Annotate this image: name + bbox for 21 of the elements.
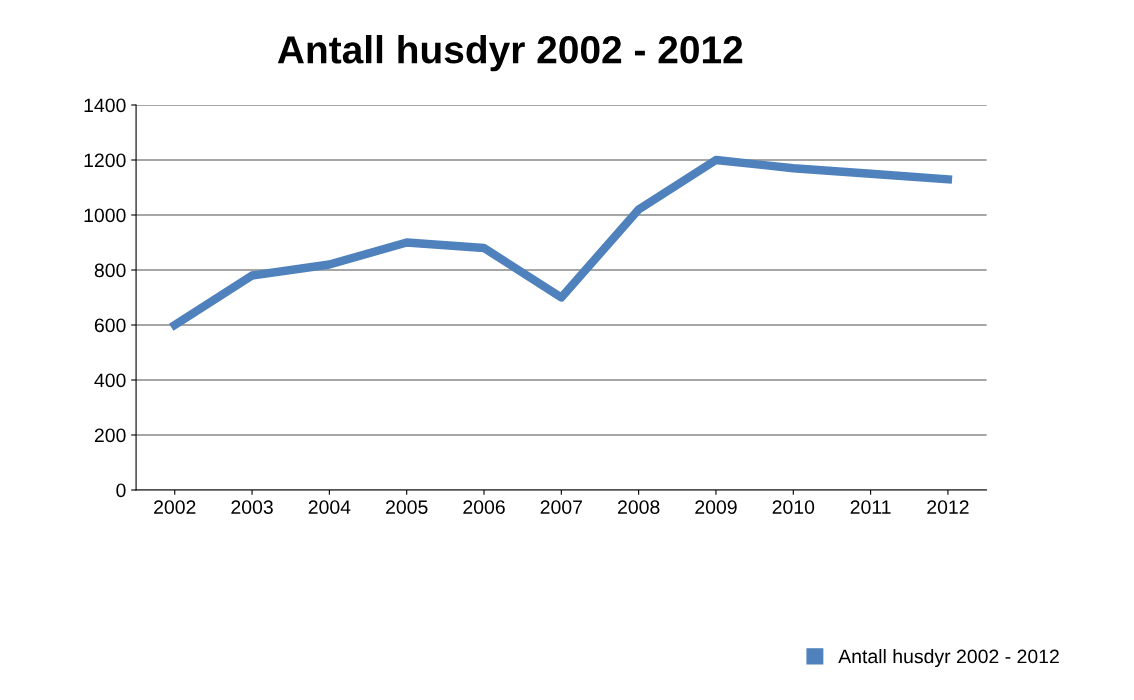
x-tick-label: 2011 (850, 500, 891, 514)
legend-label: Antall husdyr 2002 - 2012 (838, 648, 1059, 668)
x-tick-label: 2008 (618, 500, 660, 514)
x-tick-label: 2010 (772, 500, 815, 514)
y-tick-label: 800 (94, 263, 126, 278)
y-tick-label: 1200 (84, 153, 126, 168)
x-tick-label: 2004 (308, 500, 351, 514)
x-tick-label: 2009 (695, 500, 737, 514)
chart-title: Antall husdyr 2002 - 2012 (277, 35, 743, 72)
x-tick-label: 2005 (386, 500, 428, 514)
y-tick-label: 1000 (84, 208, 126, 223)
x-tick-label: 2007 (540, 500, 582, 514)
y-tick-label: 400 (94, 373, 126, 388)
y-tick-label: 200 (94, 428, 126, 443)
y-tick-label: 600 (94, 318, 126, 333)
y-tick-label: 1400 (84, 98, 126, 113)
x-tick-label: 2012 (927, 500, 969, 514)
x-tick-label: 2002 (154, 500, 196, 514)
y-tick-label: 0 (116, 483, 126, 498)
x-tick-label: 2006 (463, 500, 505, 514)
x-tick-label: 2003 (231, 500, 273, 514)
